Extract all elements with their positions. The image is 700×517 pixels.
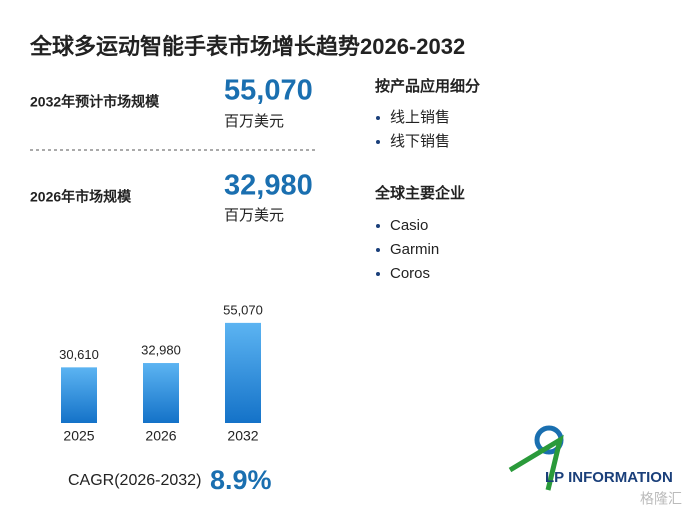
stat-label: 2026年市场规模 [30, 189, 132, 205]
bar [61, 367, 97, 423]
bullet [376, 224, 380, 228]
bullet [376, 272, 380, 276]
list-item: 线下销售 [390, 133, 450, 150]
x-tick-label: 2032 [227, 428, 258, 444]
list-item: Garmin [390, 241, 439, 258]
x-tick-label: 2026 [145, 428, 176, 444]
list-item: Coros [390, 265, 430, 282]
bar [143, 363, 179, 423]
list-item: 线上销售 [390, 109, 450, 126]
section-title: 按产品应用细分 [375, 77, 480, 95]
bullet [376, 140, 380, 144]
cagr-label: CAGR(2026-2032) [68, 472, 201, 489]
bullet [376, 116, 380, 120]
data-label: 32,980 [141, 342, 181, 357]
logo: LP INFORMATION [508, 425, 673, 491]
x-tick-label: 2025 [63, 428, 94, 444]
bar [225, 322, 261, 423]
title: 全球多运动智能手表市场增长趋势2026-2032 [29, 34, 465, 59]
stat-unit: 百万美元 [224, 113, 284, 130]
logo-swoosh [508, 434, 564, 491]
stat-unit: 百万美元 [224, 207, 284, 224]
bullet [376, 248, 380, 252]
stat-label: 2032年预计市场规模 [30, 94, 160, 110]
list-item: Casio [390, 217, 428, 234]
data-label: 55,070 [223, 302, 263, 317]
stat-value: 55,070 [224, 75, 313, 107]
stat-value: 32,980 [224, 170, 313, 202]
cagr-value: 8.9% [210, 465, 272, 495]
section-title: 全球主要企业 [374, 184, 465, 202]
logo-text: LP INFORMATION [545, 469, 673, 486]
data-label: 30,610 [59, 347, 99, 362]
watermark: 格隆汇 [640, 491, 682, 507]
